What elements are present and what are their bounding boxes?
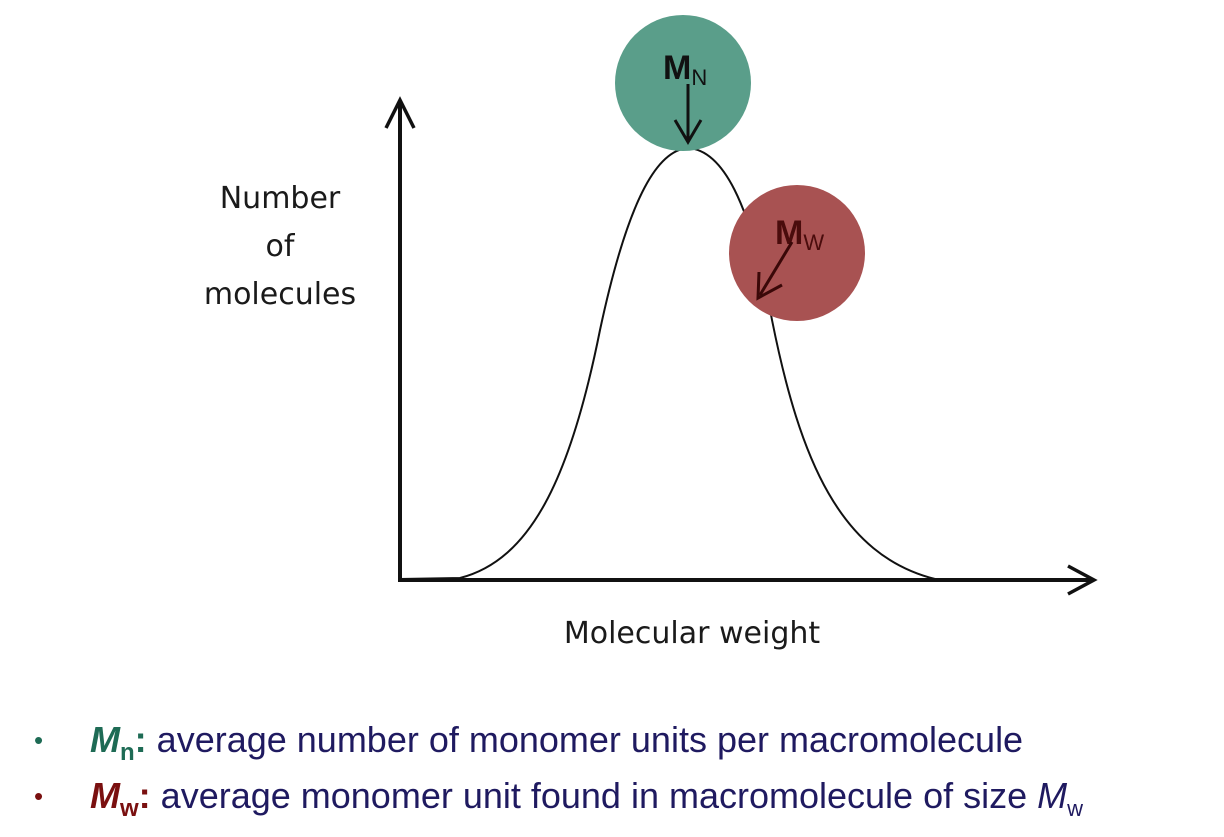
mw-definition: • Mw: average monomer unit found in macro… bbox=[34, 768, 1214, 824]
x-axis-arrowhead bbox=[1067, 564, 1098, 596]
mn-symbol: Mn bbox=[90, 719, 135, 767]
mn-definition-text: average number of monomer units per macr… bbox=[146, 719, 1024, 760]
y-axis-label-line-1: Number bbox=[220, 181, 341, 216]
mw-marker: MW bbox=[729, 185, 865, 321]
mn-definition: • Mn: average number of monomer units per… bbox=[34, 712, 1214, 768]
mw-marker-arrow-shaft bbox=[758, 241, 794, 296]
mw-marker-label: MW bbox=[775, 214, 824, 255]
molecular-weight-distribution-diagram: Number of molecules Molecular weight MN … bbox=[204, 15, 1098, 651]
mn-marker-arrowhead bbox=[673, 119, 703, 145]
mw-definition-text: average monomer unit found in macromolec… bbox=[150, 775, 1038, 816]
mn-marker-circle bbox=[615, 15, 751, 151]
bullet-dot: • bbox=[34, 725, 44, 755]
mn-colon: : bbox=[134, 719, 147, 760]
definition-list: • Mn: average number of monomer units per… bbox=[34, 712, 1214, 824]
y-axis-label-line-3: molecules bbox=[204, 277, 356, 312]
mn-marker-label: MN bbox=[663, 49, 707, 90]
y-axis-arrowhead bbox=[384, 96, 416, 129]
x-axis-label: Molecular weight bbox=[564, 616, 821, 651]
mw-symbol: Mw bbox=[90, 775, 139, 823]
bullet-dot: • bbox=[34, 781, 44, 811]
mw-colon: : bbox=[138, 775, 151, 816]
mw-tail-symbol: Mw bbox=[1037, 775, 1084, 822]
mw-marker-circle bbox=[729, 185, 865, 321]
distribution-curve bbox=[399, 146, 936, 580]
mn-marker: MN bbox=[615, 15, 751, 151]
y-axis-label-line-2: of bbox=[266, 229, 296, 264]
mw-marker-arrowhead bbox=[756, 271, 783, 301]
